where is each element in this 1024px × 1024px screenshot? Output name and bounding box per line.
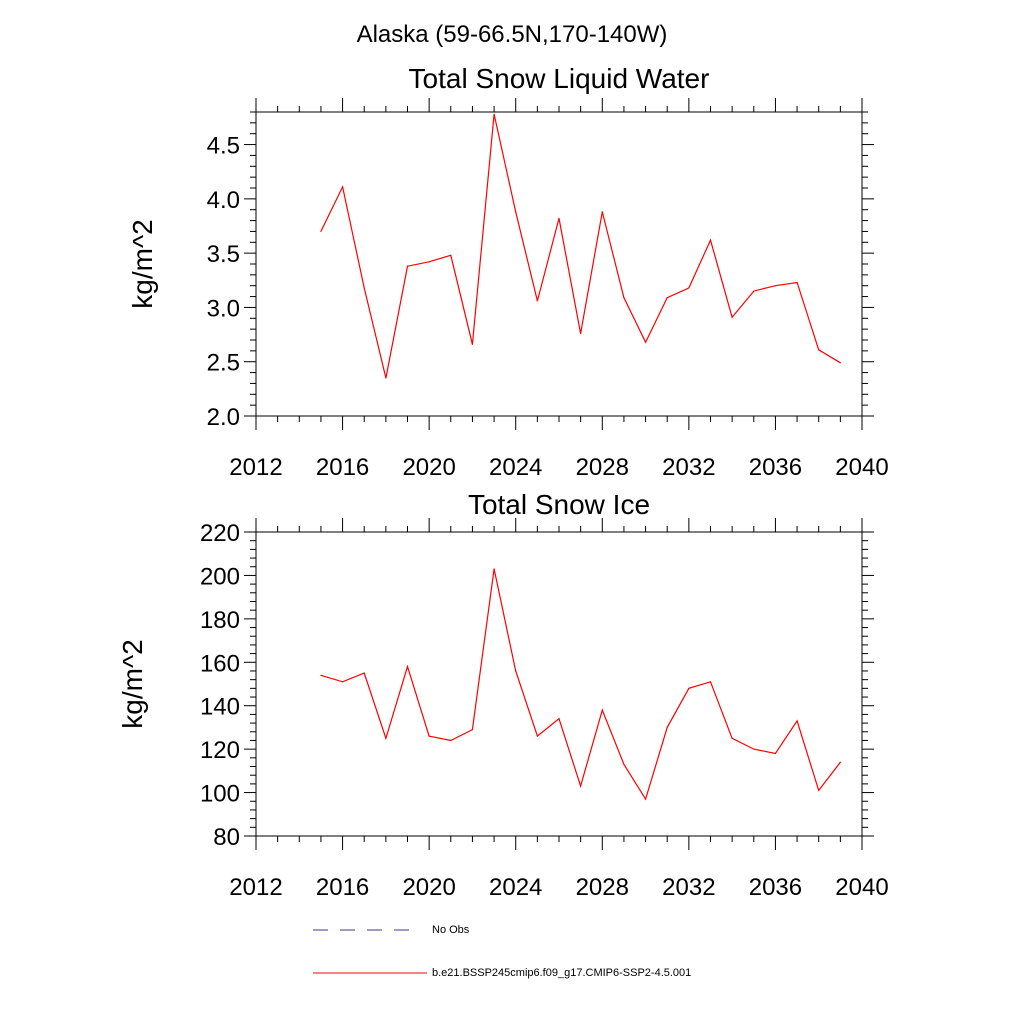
- data-point: [558, 718, 560, 720]
- y-tick-label: 2.5: [207, 350, 240, 377]
- x-tick-label: 2020: [402, 874, 455, 901]
- data-point: [688, 687, 690, 689]
- data-point: [428, 261, 430, 263]
- data-point: [818, 349, 820, 351]
- y-tick-label: 3.0: [207, 295, 240, 322]
- legend-obs-label: No Obs: [432, 924, 470, 936]
- y-tick-label: 160: [200, 650, 240, 677]
- data-point: [666, 297, 668, 299]
- y-tick-label: 100: [200, 781, 240, 808]
- x-tick-label: 2012: [229, 454, 282, 481]
- data-point: [753, 290, 755, 292]
- x-tick-label: 2024: [489, 874, 542, 901]
- data-point: [515, 211, 517, 213]
- data-point: [839, 362, 841, 364]
- data-point: [666, 726, 668, 729]
- data-point: [428, 735, 430, 737]
- data-point: [753, 748, 755, 750]
- y-tick-label: 2.0: [207, 404, 240, 431]
- chart-panel-snow-ice: Total Snow Ice kg/m^2 2012 2016 2020 2024 2028…: [117, 489, 889, 901]
- x-tick-label: 2020: [402, 454, 455, 481]
- data-point: [341, 681, 344, 683]
- x-tick-label: 2012: [229, 874, 282, 901]
- data-point: [450, 739, 452, 742]
- data-point: [709, 239, 712, 241]
- data-point: [731, 737, 733, 739]
- data-point: [796, 281, 798, 284]
- data-point: [363, 672, 365, 674]
- data-point: [493, 113, 495, 115]
- x-tick-label: 2016: [316, 874, 369, 901]
- data-point: [363, 287, 365, 289]
- data-point: [580, 332, 582, 335]
- data-point: [493, 568, 495, 570]
- data-point: [536, 300, 538, 302]
- chart-panel-snow-liquid-water: Total Snow Liquid Water kg/m^2 2012 2016 202…: [127, 63, 889, 481]
- data-point: [601, 709, 603, 711]
- x-tick-label: 2032: [662, 454, 715, 481]
- x-tick-label: 2032: [662, 874, 715, 901]
- x-tick-label: 2036: [749, 454, 802, 481]
- data-point: [580, 785, 582, 787]
- y-tick-label: 180: [200, 607, 240, 634]
- data-point: [774, 752, 777, 755]
- data-point: [558, 217, 560, 219]
- data-point: [341, 186, 344, 188]
- data-point: [774, 285, 777, 287]
- data-point: [644, 798, 647, 800]
- y-tick-label: 120: [200, 737, 240, 764]
- data-point: [320, 230, 322, 233]
- data-point: [623, 763, 625, 765]
- data-point: [623, 297, 625, 299]
- y-axis-label: kg/m^2: [117, 639, 148, 728]
- data-point: [385, 377, 387, 379]
- data-point: [385, 737, 387, 739]
- data-point: [839, 761, 841, 763]
- legend-model-label: b.e21.BSSP245cmip6.f09_g17.CMIP6-SSP2-4.…: [432, 967, 691, 979]
- chart-title: Total Snow Liquid Water: [409, 63, 710, 94]
- x-tick-label: 2024: [489, 454, 542, 481]
- data-point: [471, 729, 474, 731]
- data-point: [731, 316, 733, 318]
- x-tick-label: 2040: [835, 454, 888, 481]
- y-axis-label: kg/m^2: [127, 219, 158, 308]
- data-point: [688, 287, 690, 289]
- y-tick-label: 200: [200, 563, 240, 590]
- data-point: [796, 720, 798, 722]
- y-tick-label: 4.0: [207, 187, 240, 214]
- y-tick-label: 3.5: [207, 241, 240, 268]
- data-point: [601, 211, 603, 213]
- chart-title: Total Snow Ice: [468, 489, 650, 520]
- x-tick-label: 2040: [835, 874, 888, 901]
- data-point: [709, 681, 712, 683]
- y-tick-label: 4.5: [207, 133, 240, 160]
- legend: No Obs b.e21.BSSP245cmip6.f09_g17.CMIP6-…: [313, 924, 691, 979]
- x-tick-label: 2016: [316, 454, 369, 481]
- y-tick-label: 80: [213, 824, 240, 851]
- y-tick-label: 220: [200, 520, 240, 547]
- data-point: [644, 341, 647, 343]
- data-point: [320, 674, 322, 676]
- data-point: [818, 789, 820, 792]
- data-point: [406, 666, 409, 668]
- data-point: [536, 735, 538, 737]
- data-point: [515, 670, 517, 672]
- suptitle: Alaska (59-66.5N,170-140W): [357, 21, 668, 48]
- data-point: [471, 343, 474, 345]
- y-tick-label: 140: [200, 694, 240, 721]
- x-tick-label: 2028: [576, 874, 629, 901]
- data-point: [450, 254, 452, 256]
- x-tick-label: 2036: [749, 874, 802, 901]
- data-point: [406, 265, 409, 267]
- x-tick-label: 2028: [576, 454, 629, 481]
